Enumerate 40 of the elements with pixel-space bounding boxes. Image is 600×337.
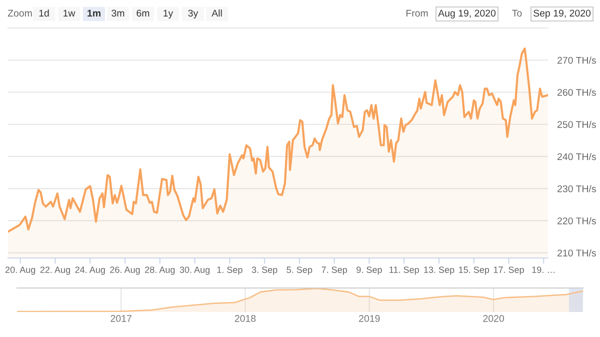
x-tick-label: 24. Aug	[75, 266, 105, 275]
x-tick-label: 22. Aug	[40, 266, 70, 275]
text: 1m	[88, 10, 100, 17]
y-tick-label: 220 TH/s	[558, 217, 596, 224]
x-tick-label: 15. Sep	[458, 266, 490, 275]
text: 1w	[64, 10, 76, 17]
y-tick-label: 260 TH/s	[558, 88, 596, 96]
y-tick-label: 250 TH/s	[558, 120, 596, 128]
x-tick-label: 30. Aug	[180, 266, 210, 275]
y-tick-label: 210 TH/s	[558, 249, 596, 256]
text: All	[212, 9, 222, 17]
x-tick-label: 3. Sep	[252, 266, 278, 275]
text: 3m	[112, 10, 124, 17]
text: 3y	[188, 10, 198, 19]
text: Sep 19, 2020	[534, 10, 591, 19]
text: To	[512, 10, 522, 17]
x-tick-label: 20. Aug	[6, 266, 36, 275]
y-tick-label: 270 TH/s	[558, 56, 596, 64]
x-tick-label: 2020	[483, 315, 504, 322]
text: 1y	[164, 10, 174, 19]
x-tick-label: 2019	[359, 315, 380, 322]
x-tick-label: 2018	[234, 315, 256, 322]
y-tick-label: 240 TH/s	[558, 152, 596, 160]
text: 6m	[136, 10, 150, 17]
x-tick-label: 7. Sep	[322, 266, 347, 275]
text: Aug 19, 2020	[438, 10, 496, 19]
x-tick-label: 2017	[110, 315, 132, 322]
text: From	[406, 10, 428, 17]
x-tick-label: 1. Sep	[217, 266, 242, 275]
text: Zoom	[8, 10, 32, 17]
x-tick-label: 26. Aug	[110, 266, 140, 275]
x-tick-label: 17. Sep	[494, 266, 524, 275]
x-tick-label: 11. Sep	[390, 266, 419, 275]
y-tick-label: 230 TH/s	[558, 185, 596, 192]
x-tick-label: 28. Aug	[145, 266, 175, 275]
x-tick-label: 9. Sep	[356, 266, 382, 275]
x-tick-label: 5. Sep	[286, 266, 312, 275]
x-tick-label: 19. …	[532, 266, 554, 273]
x-tick-label: 13. Sep	[424, 266, 454, 275]
text: 1d	[39, 9, 49, 17]
